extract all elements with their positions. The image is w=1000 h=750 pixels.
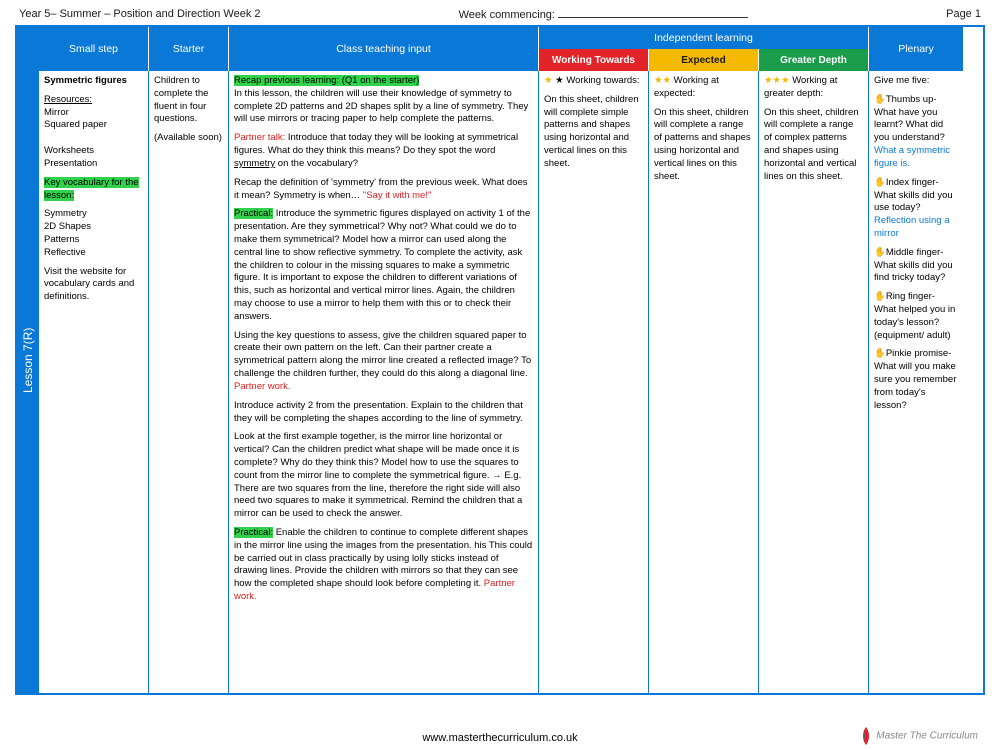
cell-plenary: Give me five: ✋Thumbs up- What have you … bbox=[869, 71, 964, 693]
feather-icon bbox=[858, 726, 874, 746]
plan-grid: Small step Starter Class teaching input … bbox=[39, 27, 983, 693]
plan-table: Lesson 7(R) Small step Starter Class tea… bbox=[15, 25, 985, 695]
lesson-plan-page: Year 5– Summer – Position and Direction … bbox=[0, 0, 1000, 750]
header-right: Page 1 bbox=[946, 8, 981, 21]
subcol-ex: Expected bbox=[649, 49, 759, 71]
col-small-step: Small step bbox=[39, 27, 149, 71]
cell-ex: ★★ Working at expected: On this sheet, c… bbox=[649, 71, 759, 693]
cell-class-input: Recap previous learning: (Q1 on the star… bbox=[229, 71, 539, 693]
header-middle: Week commencing: bbox=[459, 8, 748, 21]
week-commencing-blank bbox=[558, 8, 748, 18]
col-independent: Independent learning bbox=[539, 27, 869, 49]
subcol-gd: Greater Depth bbox=[759, 49, 869, 71]
page-header: Year 5– Summer – Position and Direction … bbox=[15, 8, 985, 25]
brand-logo: Master The Curriculum bbox=[858, 726, 978, 746]
header-left: Year 5– Summer – Position and Direction … bbox=[19, 8, 261, 21]
col-class-input: Class teaching input bbox=[229, 27, 539, 71]
cell-small-step: Symmetric figures Resources: Mirror Squa… bbox=[39, 71, 149, 693]
col-plenary: Plenary bbox=[869, 27, 964, 71]
footer-url: www.masterthecurriculum.co.uk bbox=[0, 732, 1000, 744]
cell-gd: ★★★ Working at greater depth: On this sh… bbox=[759, 71, 869, 693]
cell-wt: ★ ★ Working towards: On this sheet, chil… bbox=[539, 71, 649, 693]
col-starter: Starter bbox=[149, 27, 229, 71]
subcol-wt: Working Towards bbox=[539, 49, 649, 71]
cell-starter: Children to complete the fluent in four … bbox=[149, 71, 229, 693]
lesson-label-sidebar: Lesson 7(R) bbox=[17, 27, 39, 693]
